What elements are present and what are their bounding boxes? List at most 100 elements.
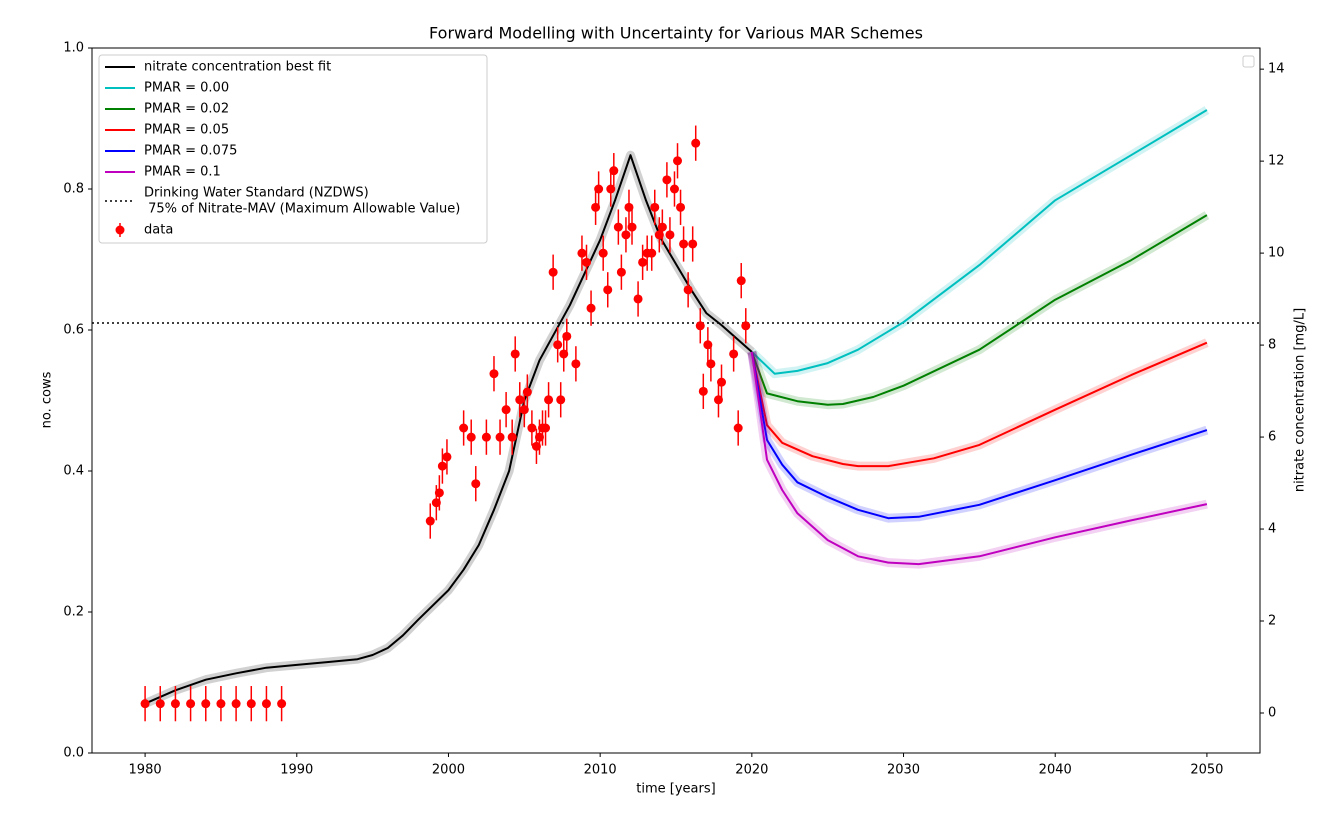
- chart-title: Forward Modelling with Uncertainty for V…: [429, 24, 923, 43]
- y2-axis-label: nitrate concentration [mg/L]: [1293, 308, 1308, 492]
- data-point: [437, 461, 447, 471]
- data-point: [698, 386, 708, 396]
- data-point: [466, 432, 476, 442]
- data-point: [534, 432, 544, 442]
- y-tick-label: 0.8: [63, 182, 84, 197]
- data-point: [669, 184, 679, 194]
- y2-tick-label: 6: [1268, 430, 1276, 445]
- data-point: [459, 423, 469, 433]
- x-tick-label: 2030: [887, 763, 920, 778]
- data-point: [662, 175, 672, 185]
- empty-legend: [1242, 55, 1255, 68]
- legend-label: PMAR = 0.1: [144, 165, 221, 180]
- data-point: [507, 432, 517, 442]
- y2-tick-label: 0: [1268, 705, 1276, 720]
- series-line: [750, 351, 1208, 520]
- data-point: [577, 248, 587, 258]
- legend-label: 75% of Nitrate-MAV (Maximum Allowable Va…: [144, 202, 460, 217]
- data-point: [598, 248, 608, 258]
- data-point: [679, 239, 689, 249]
- data-point: [729, 349, 739, 359]
- y-tick-label: 1.0: [63, 41, 84, 56]
- x-tick-label: 1980: [129, 763, 162, 778]
- legend-label: PMAR = 0.02: [144, 102, 229, 117]
- legend-label: nitrate concentration best fit: [144, 60, 331, 75]
- data-point: [170, 699, 180, 709]
- y2-tick-label: 4: [1268, 522, 1276, 537]
- data-point: [688, 239, 698, 249]
- data-point: [647, 248, 657, 258]
- legend-swatch: [115, 225, 125, 235]
- data-point: [216, 699, 226, 709]
- y2-tick-label: 10: [1268, 246, 1285, 261]
- series-line: [751, 109, 1208, 375]
- data-point: [425, 516, 435, 526]
- data-point: [736, 276, 746, 286]
- data-point: [676, 202, 686, 212]
- series-line: [750, 214, 1208, 406]
- data-point: [594, 184, 604, 194]
- data-point: [691, 138, 701, 148]
- data-point: [201, 699, 211, 709]
- data-point: [706, 359, 716, 369]
- data-point: [603, 285, 613, 295]
- data-point: [606, 184, 616, 194]
- data-point: [713, 395, 723, 405]
- data-point: [633, 294, 643, 304]
- data-point: [481, 432, 491, 442]
- data-point: [627, 222, 637, 232]
- data-point: [471, 479, 481, 489]
- legend-label: PMAR = 0.00: [144, 81, 229, 96]
- y-tick-label: 0.2: [63, 605, 84, 620]
- legend-label: Drinking Water Standard (NZDWS): [144, 186, 369, 201]
- legend-label: PMAR = 0.05: [144, 123, 229, 138]
- data-point: [609, 166, 619, 176]
- data-point: [741, 321, 751, 331]
- data-point: [582, 257, 592, 267]
- plot-frame: [91, 47, 1261, 754]
- legend-label: PMAR = 0.075: [144, 144, 237, 159]
- data-point: [616, 267, 626, 277]
- data-point: [442, 452, 452, 462]
- data-point: [515, 395, 525, 405]
- y-tick-label: 0.4: [63, 464, 84, 479]
- data-point: [683, 285, 693, 295]
- data-point: [559, 349, 569, 359]
- y-axis-label: no. cows: [40, 371, 55, 428]
- data-point: [733, 423, 743, 433]
- data-point: [654, 230, 664, 240]
- y-tick-label: 0.6: [63, 323, 84, 338]
- data-point: [186, 699, 196, 709]
- data-point: [140, 699, 150, 709]
- data-point: [522, 387, 532, 397]
- data-point: [548, 267, 558, 277]
- x-tick-label: 1990: [280, 763, 313, 778]
- y2-tick-label: 12: [1268, 154, 1285, 169]
- data-point: [624, 202, 634, 212]
- data-point: [261, 699, 271, 709]
- data-point: [501, 405, 511, 415]
- y2-tick-label: 14: [1268, 62, 1285, 77]
- data-point: [717, 377, 727, 387]
- data-point: [650, 202, 660, 212]
- data-point: [665, 230, 675, 240]
- y2-tick-label: 2: [1268, 614, 1276, 629]
- data-point: [431, 498, 441, 508]
- data-point: [495, 432, 505, 442]
- data-point: [591, 202, 601, 212]
- x-tick-label: 2010: [584, 763, 617, 778]
- data-point: [638, 257, 648, 267]
- data-point: [489, 369, 499, 379]
- data-point: [541, 423, 551, 433]
- series-line: [750, 351, 1208, 566]
- data-point: [553, 340, 563, 350]
- x-tick-label: 2050: [1190, 763, 1223, 778]
- data-point: [519, 405, 529, 415]
- data-point: [231, 699, 241, 709]
- plot-area: [92, 106, 1260, 722]
- data-point: [657, 222, 667, 232]
- x-tick-label: 2000: [432, 763, 465, 778]
- legend: nitrate concentration best fit PMAR = 0.0…: [98, 54, 488, 244]
- data-point: [613, 222, 623, 232]
- data-point: [277, 699, 287, 709]
